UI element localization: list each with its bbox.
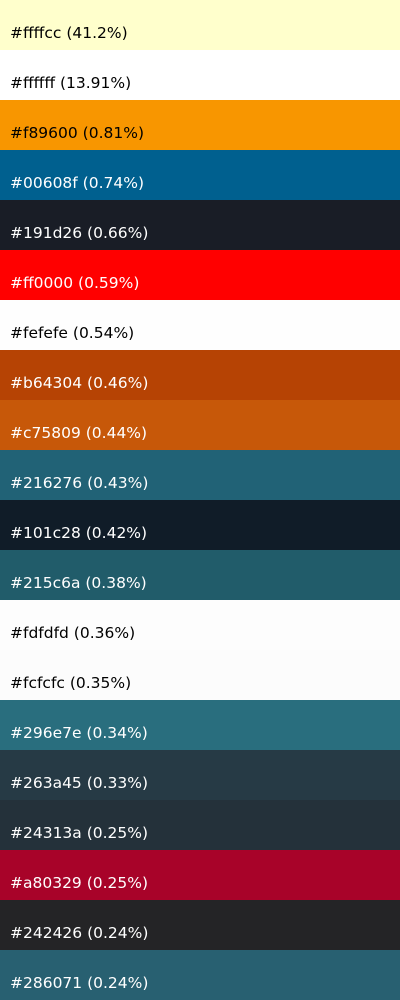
swatch-label: #286071 (0.24%) — [10, 974, 149, 992]
color-swatch: #ffffcc (41.2%) — [0, 0, 400, 50]
color-swatch: #101c28 (0.42%) — [0, 500, 400, 550]
swatch-label: #101c28 (0.42%) — [10, 524, 148, 542]
swatch-label: #216276 (0.43%) — [10, 474, 149, 492]
color-swatch: #fefefe (0.54%) — [0, 300, 400, 350]
color-swatch: #c75809 (0.44%) — [0, 400, 400, 450]
swatch-label: #215c6a (0.38%) — [10, 574, 147, 592]
swatch-label: #00608f (0.74%) — [10, 174, 145, 192]
color-swatch: #286071 (0.24%) — [0, 950, 400, 1000]
swatch-label: #ff0000 (0.59%) — [10, 274, 140, 292]
color-swatch: #24313a (0.25%) — [0, 800, 400, 850]
swatch-label: #ffffcc (41.2%) — [10, 24, 128, 42]
swatch-label: #fcfcfc (0.35%) — [10, 674, 132, 692]
color-swatch: #f89600 (0.81%) — [0, 100, 400, 150]
color-swatch: #191d26 (0.66%) — [0, 200, 400, 250]
swatch-label: #ffffff (13.91%) — [10, 74, 132, 92]
color-swatch: #296e7e (0.34%) — [0, 700, 400, 750]
swatch-label: #263a45 (0.33%) — [10, 774, 149, 792]
color-swatch: #fcfcfc (0.35%) — [0, 650, 400, 700]
swatch-label: #fdfdfd (0.36%) — [10, 624, 136, 642]
swatch-label: #b64304 (0.46%) — [10, 374, 149, 392]
swatch-label: #191d26 (0.66%) — [10, 224, 149, 242]
color-swatch: #215c6a (0.38%) — [0, 550, 400, 600]
color-swatch: #ff0000 (0.59%) — [0, 250, 400, 300]
swatch-label: #242426 (0.24%) — [10, 924, 149, 942]
swatch-label: #24313a (0.25%) — [10, 824, 149, 842]
color-swatch: #b64304 (0.46%) — [0, 350, 400, 400]
swatch-label: #f89600 (0.81%) — [10, 124, 145, 142]
color-swatch: #fdfdfd (0.36%) — [0, 600, 400, 650]
swatch-label: #a80329 (0.25%) — [10, 874, 149, 892]
color-swatch: #00608f (0.74%) — [0, 150, 400, 200]
swatch-label: #c75809 (0.44%) — [10, 424, 148, 442]
color-swatch: #a80329 (0.25%) — [0, 850, 400, 900]
color-swatch: #263a45 (0.33%) — [0, 750, 400, 800]
swatch-label: #fefefe (0.54%) — [10, 324, 135, 342]
color-swatch: #ffffff (13.91%) — [0, 50, 400, 100]
color-swatch: #242426 (0.24%) — [0, 900, 400, 950]
color-swatch: #216276 (0.43%) — [0, 450, 400, 500]
swatch-label: #296e7e (0.34%) — [10, 724, 148, 742]
